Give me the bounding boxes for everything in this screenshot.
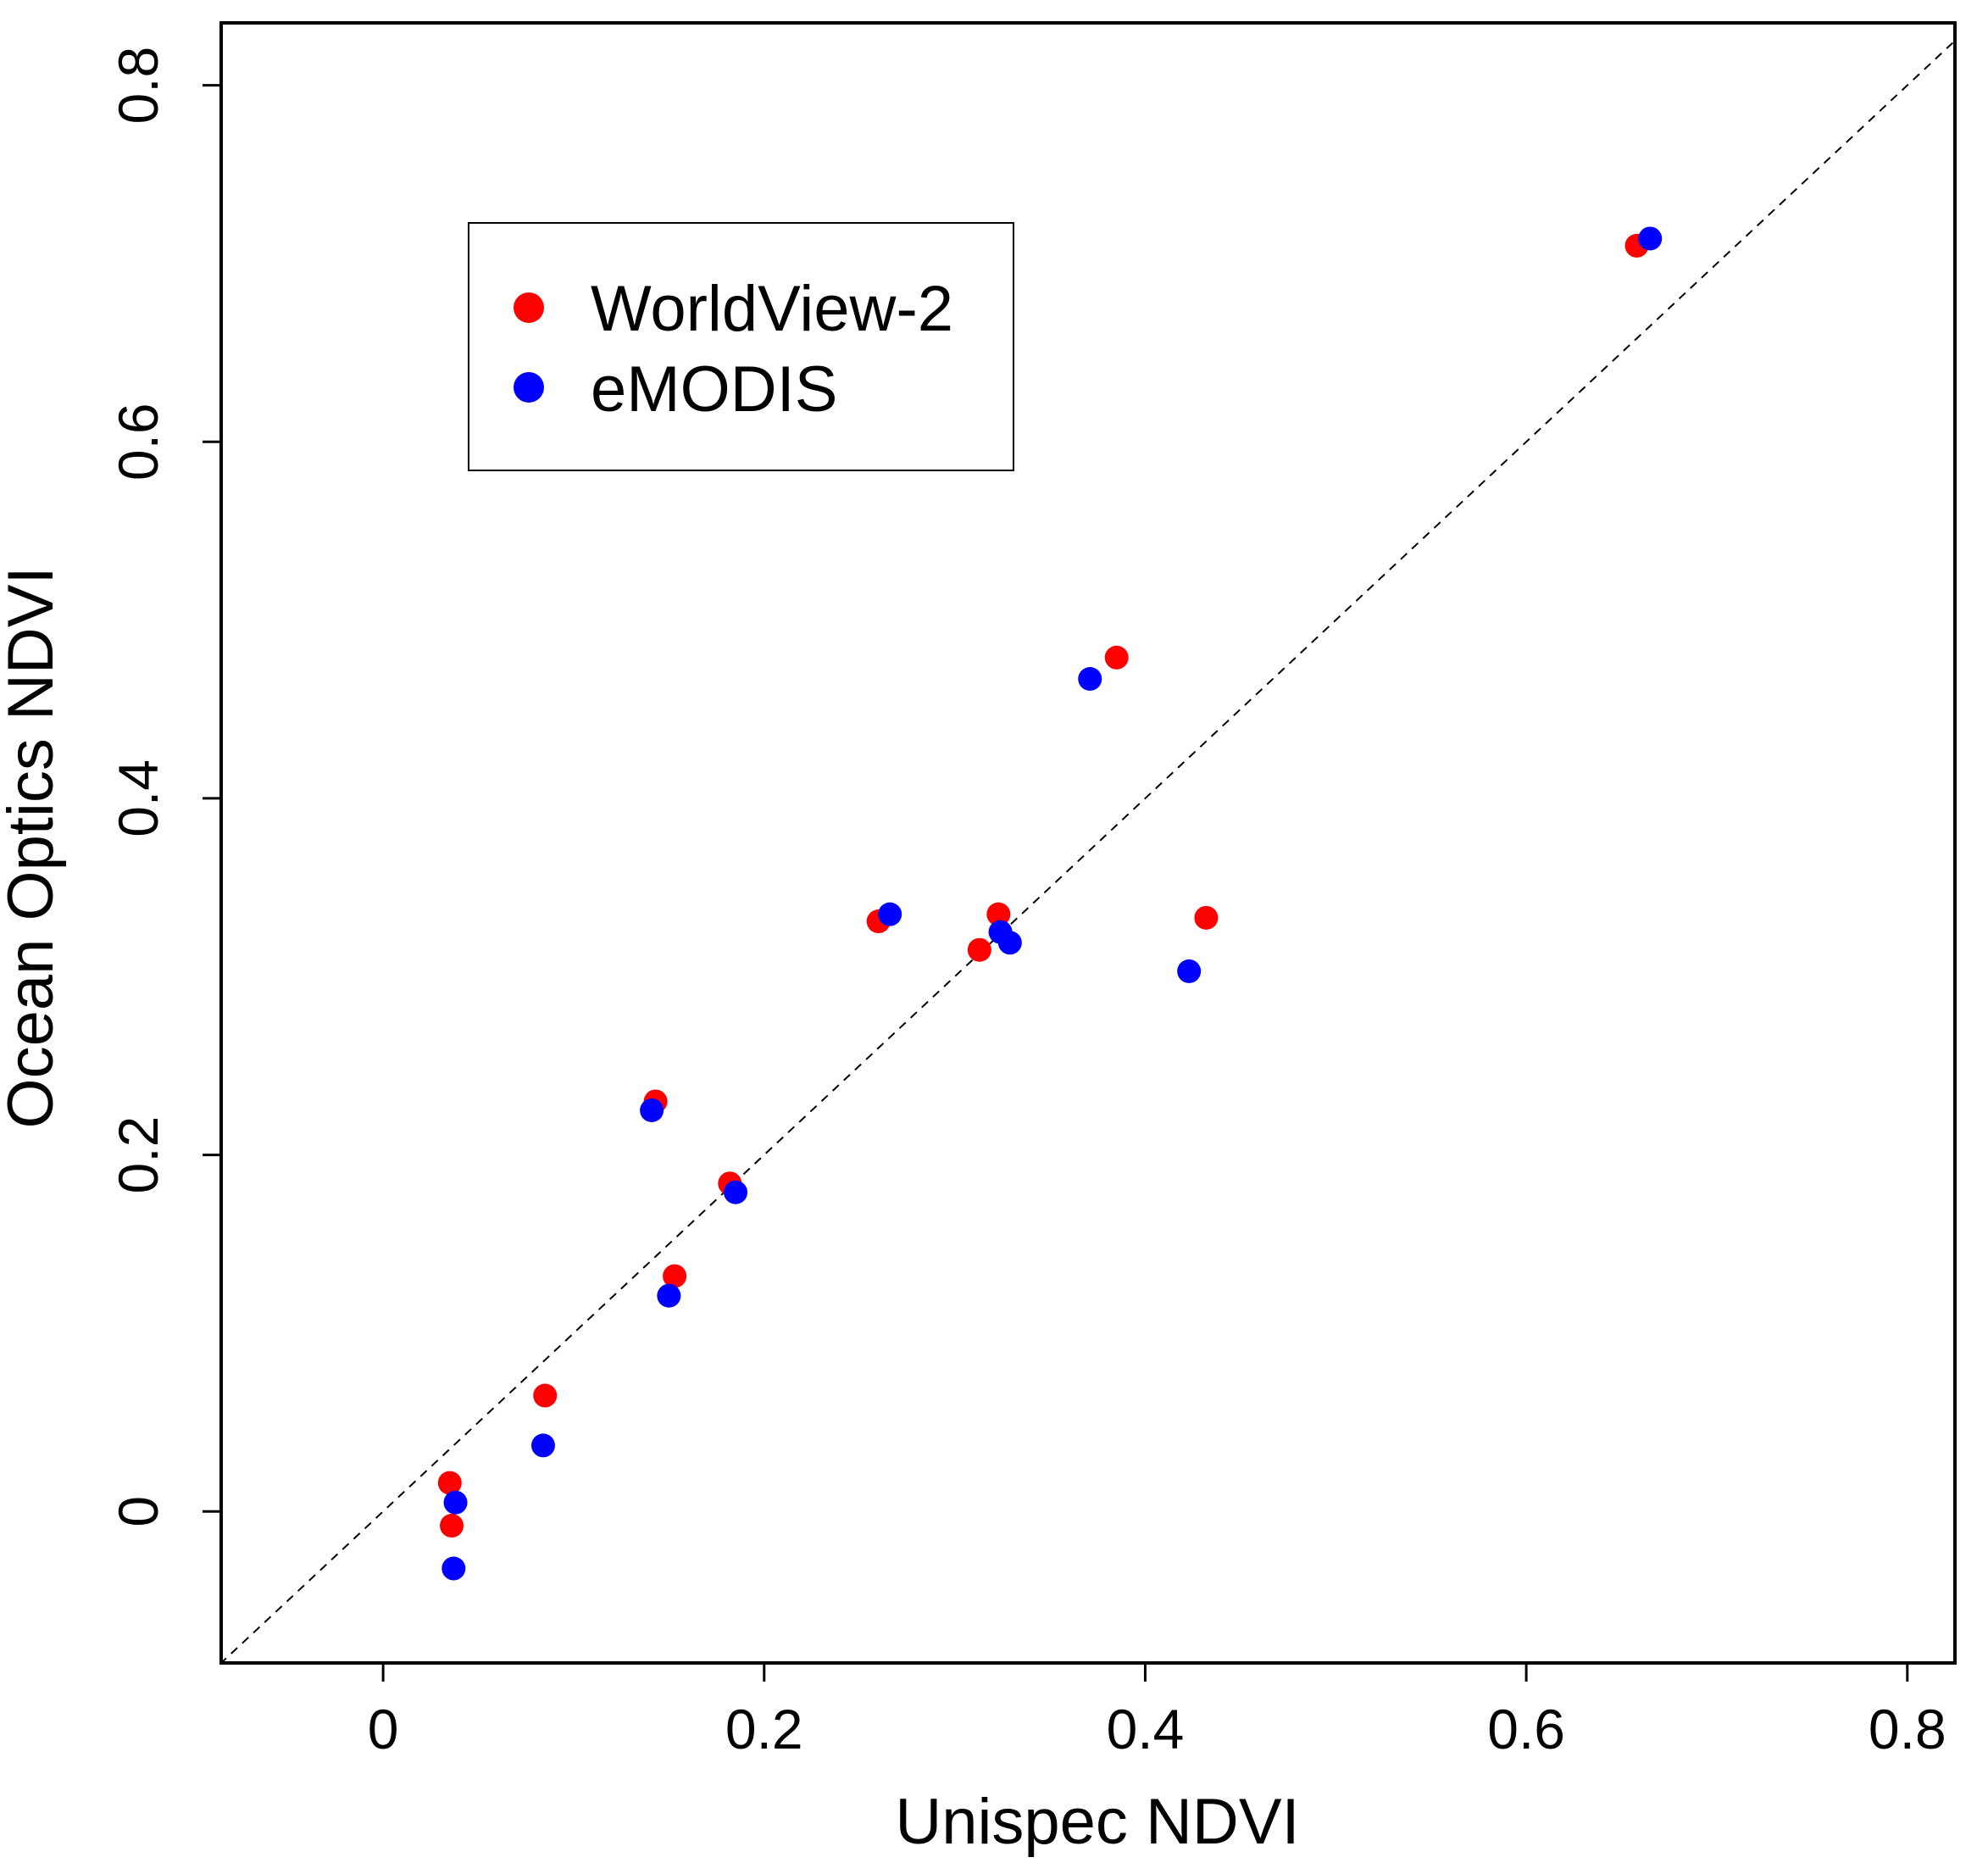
point-emodis: [878, 902, 902, 926]
point-emodis: [1177, 959, 1202, 983]
point-emodis: [1638, 226, 1663, 251]
y-axis-title: Ocean Optics NDVI: [0, 566, 67, 1128]
x-tick-label: 0.6: [1487, 1698, 1565, 1760]
y-tick-label: 0.2: [107, 1116, 169, 1194]
legend-label-emodis: eMODIS: [591, 353, 837, 425]
point-emodis: [443, 1490, 468, 1515]
point-worldview-2: [1194, 905, 1219, 930]
point-emodis: [724, 1180, 748, 1204]
y-tick-label: 0.6: [107, 403, 169, 481]
y-tick-label: 0.4: [107, 759, 169, 837]
y-tick-label: 0.8: [107, 47, 169, 125]
point-worldview-2: [440, 1514, 464, 1538]
point-worldview-2: [533, 1383, 558, 1408]
point-emodis: [640, 1098, 664, 1122]
x-tick-label: 0.2: [725, 1698, 803, 1760]
point-worldview-2: [986, 902, 1011, 926]
point-worldview-2: [663, 1264, 687, 1288]
point-emodis: [997, 931, 1022, 955]
point-worldview-2: [1104, 645, 1129, 670]
y-tick-label: 0: [107, 1496, 169, 1527]
data-points: [437, 226, 1663, 1581]
x-tick-label: 0: [368, 1698, 399, 1760]
point-emodis: [441, 1556, 466, 1581]
x-tick-label: 0.4: [1107, 1698, 1185, 1760]
legend-label-worldview-2: WorldView-2: [591, 273, 953, 345]
point-worldview-2: [967, 937, 991, 962]
legend: WorldView-2 eMODIS: [468, 222, 1014, 471]
x-tick-label: 0.8: [1869, 1698, 1946, 1760]
legend-marker-emodis: [514, 372, 544, 403]
point-emodis: [530, 1433, 555, 1458]
legend-box: [468, 222, 1014, 471]
x-axis: 0 0.2 0.4 0.6 0.8: [368, 1661, 1946, 1760]
point-emodis: [1078, 667, 1102, 691]
point-emodis: [657, 1283, 681, 1308]
point-worldview-2: [437, 1471, 462, 1495]
plot-frame: [219, 21, 1957, 1665]
x-axis-title: Unispec NDVI: [895, 1786, 1299, 1858]
legend-marker-worldview-2: [514, 292, 544, 323]
